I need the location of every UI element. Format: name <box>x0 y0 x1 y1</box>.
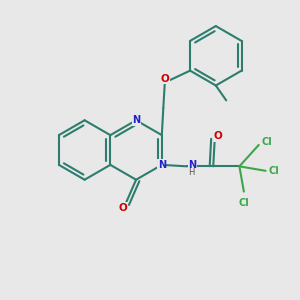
Text: O: O <box>213 131 222 141</box>
Text: Cl: Cl <box>268 166 279 176</box>
Text: O: O <box>118 203 127 213</box>
Text: N: N <box>132 115 140 125</box>
Text: N: N <box>158 160 166 170</box>
Text: Cl: Cl <box>238 198 249 208</box>
Text: Cl: Cl <box>262 137 272 147</box>
Text: N: N <box>189 160 197 170</box>
Text: O: O <box>160 74 169 84</box>
Text: H: H <box>188 168 195 177</box>
